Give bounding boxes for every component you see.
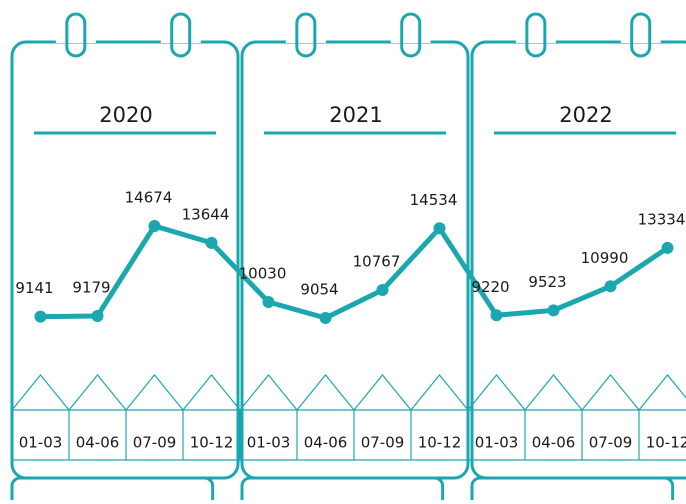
data-label: 13644 bbox=[182, 205, 230, 223]
data-label: 9054 bbox=[300, 281, 338, 299]
x-tick-label: 01-03 bbox=[475, 434, 519, 452]
point bbox=[434, 222, 446, 234]
zigzag bbox=[12, 375, 69, 410]
x-tick-label: 10-12 bbox=[646, 434, 686, 452]
point bbox=[491, 309, 503, 321]
zigzag bbox=[525, 375, 582, 410]
x-tick-label: 07-09 bbox=[361, 434, 405, 452]
chart: 2020 2021 2022 01-03 04-06 07-09 10-12 01-03 04-… bbox=[0, 0, 686, 500]
x-tick-label: 04-06 bbox=[532, 434, 576, 452]
x-tick-label: 07-09 bbox=[133, 434, 177, 452]
zigzag bbox=[240, 375, 297, 410]
data-label: 9141 bbox=[15, 279, 53, 297]
data-label: 9523 bbox=[528, 273, 566, 291]
point bbox=[92, 310, 104, 322]
x-tick-label: 10-12 bbox=[418, 434, 462, 452]
zigzag bbox=[183, 375, 240, 410]
data-label: 14674 bbox=[125, 189, 173, 207]
point bbox=[377, 284, 389, 296]
ring bbox=[172, 14, 190, 56]
x-tick-label: 04-06 bbox=[76, 434, 120, 452]
data-label: 14534 bbox=[410, 191, 458, 209]
point bbox=[662, 242, 674, 254]
ring bbox=[632, 14, 650, 56]
ring bbox=[297, 14, 315, 56]
point bbox=[263, 296, 275, 308]
page-tab bbox=[242, 478, 443, 500]
year-title: 2020 bbox=[99, 103, 152, 127]
zigzag bbox=[639, 375, 686, 410]
zigzag bbox=[126, 375, 183, 410]
data-label: 9179 bbox=[72, 278, 110, 296]
line bbox=[41, 226, 668, 318]
point bbox=[206, 237, 218, 249]
x-tick-label: 01-03 bbox=[247, 434, 291, 452]
data-label: 13334 bbox=[638, 210, 686, 228]
zigzag bbox=[297, 375, 354, 410]
zigzag bbox=[468, 375, 525, 410]
data-label: 10030 bbox=[239, 265, 287, 283]
page-tab bbox=[12, 478, 213, 500]
data-label: 10767 bbox=[353, 252, 401, 270]
year-title: 2021 bbox=[329, 103, 382, 127]
ring bbox=[67, 14, 85, 56]
point bbox=[605, 280, 617, 292]
x-tick-label: 01-03 bbox=[19, 434, 63, 452]
ring bbox=[402, 14, 420, 56]
zigzag bbox=[582, 375, 639, 410]
x-tick-label: 07-09 bbox=[589, 434, 633, 452]
zigzag bbox=[411, 375, 468, 410]
ring bbox=[527, 14, 545, 56]
point bbox=[320, 312, 332, 324]
point bbox=[548, 304, 560, 316]
year-title: 2022 bbox=[559, 103, 612, 127]
x-tick-label: 10-12 bbox=[190, 434, 234, 452]
page-tab bbox=[472, 478, 673, 500]
point bbox=[149, 220, 161, 232]
zigzag bbox=[69, 375, 126, 410]
x-tick-label: 04-06 bbox=[304, 434, 348, 452]
zigzag bbox=[354, 375, 411, 410]
point bbox=[35, 311, 47, 323]
data-label: 10990 bbox=[581, 249, 629, 267]
data-label: 9220 bbox=[471, 278, 509, 296]
